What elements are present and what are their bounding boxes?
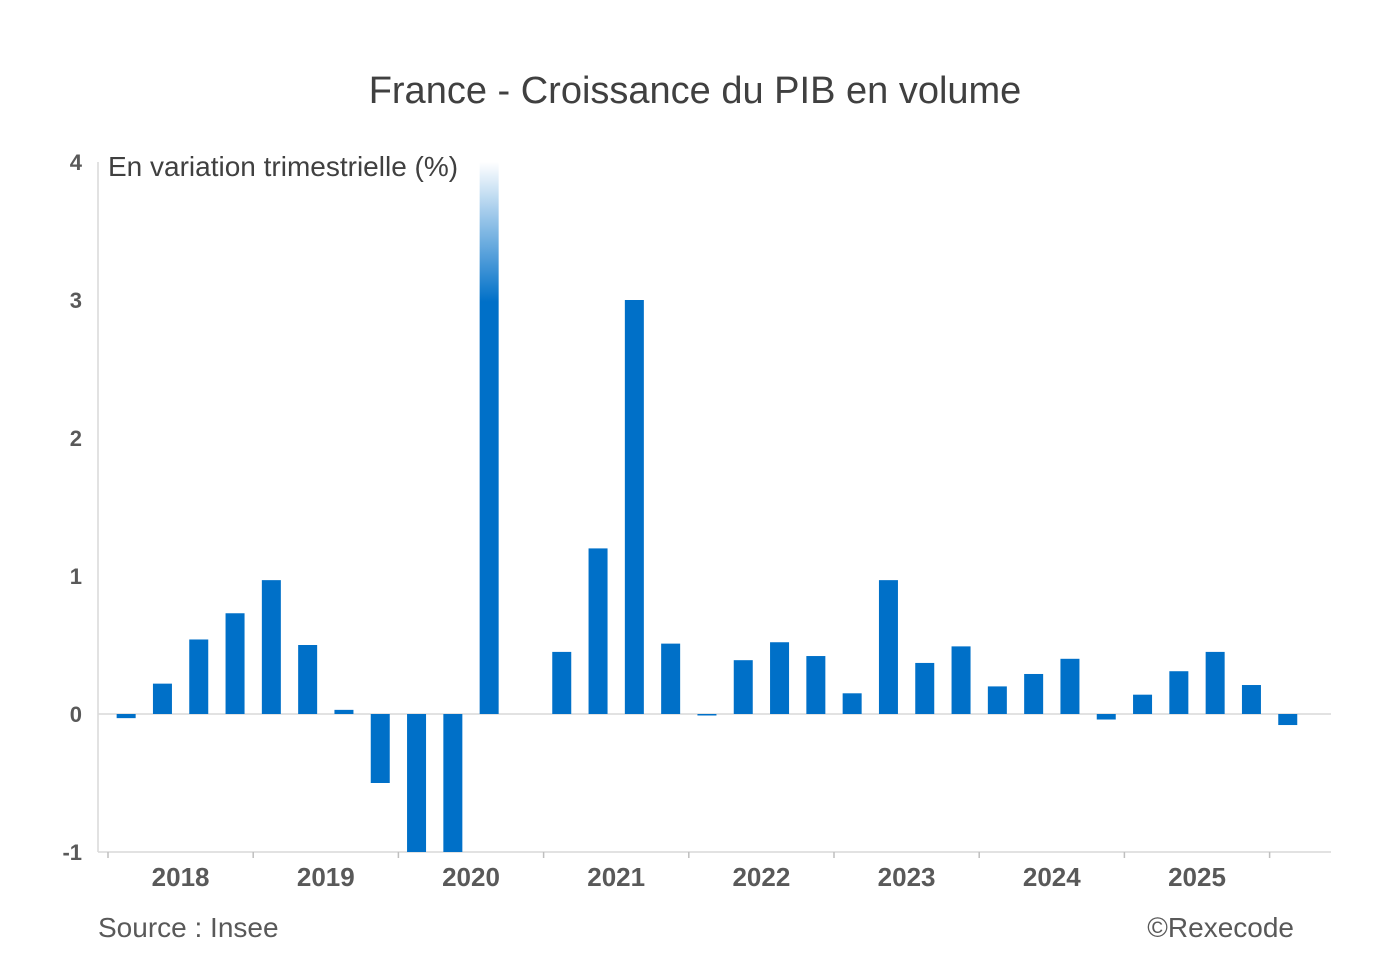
bar	[152, 683, 172, 714]
credit-label: ©Rexecode	[1147, 912, 1294, 943]
x-tick-label: 2022	[732, 862, 790, 892]
bar	[552, 651, 572, 714]
bar	[770, 642, 790, 714]
bar	[443, 714, 463, 852]
bar	[733, 660, 753, 714]
x-tick-label: 2019	[297, 862, 355, 892]
bar	[915, 662, 935, 714]
bar	[1060, 658, 1080, 714]
bar	[479, 302, 499, 714]
bar-overflow-fade	[479, 162, 499, 302]
x-axis: 2018 2019 2020 2021 2022 2023 2024 2025	[98, 713, 1331, 892]
y-tick-label: 4	[70, 150, 83, 175]
bar	[661, 643, 681, 714]
bar	[189, 639, 209, 714]
bar	[806, 656, 826, 714]
chart-title: France - Croissance du PIB en volume	[368, 70, 1022, 112]
bar	[588, 548, 608, 714]
x-tick-label: 2020	[442, 862, 500, 892]
bar	[878, 580, 898, 714]
y-tick-label: -1	[62, 840, 82, 865]
bar	[624, 300, 644, 714]
x-tick-label: 2025	[1168, 862, 1226, 892]
y-axis: 4 3 2 1 0 -1	[62, 150, 99, 865]
bar	[951, 646, 971, 714]
x-tick-label: 2024	[1023, 862, 1081, 892]
bar	[334, 709, 354, 714]
bar	[1278, 714, 1298, 726]
bar	[1096, 714, 1116, 720]
x-tick-label: 2023	[878, 862, 936, 892]
bar	[1169, 671, 1189, 714]
y-tick-label: 1	[70, 564, 82, 589]
bar	[697, 714, 717, 716]
bar	[1024, 673, 1044, 714]
bar	[407, 714, 427, 852]
bar	[1241, 685, 1261, 714]
bar	[1133, 694, 1153, 714]
bar	[116, 714, 136, 719]
bars	[116, 162, 1298, 852]
bar	[370, 714, 390, 783]
bar	[842, 693, 862, 714]
bar	[298, 645, 318, 714]
y-tick-label: 3	[70, 288, 82, 313]
x-tick-label: 2021	[587, 862, 645, 892]
bar	[1205, 651, 1225, 714]
y-unit-label: En variation trimestrielle (%)	[108, 151, 458, 182]
x-tick-label: 2018	[152, 862, 210, 892]
bar	[987, 686, 1007, 714]
bar	[261, 580, 281, 714]
y-tick-label: 0	[70, 702, 82, 727]
source-label: Source : Insee	[98, 912, 279, 943]
y-tick-label: 2	[70, 426, 82, 451]
bar	[225, 613, 245, 714]
